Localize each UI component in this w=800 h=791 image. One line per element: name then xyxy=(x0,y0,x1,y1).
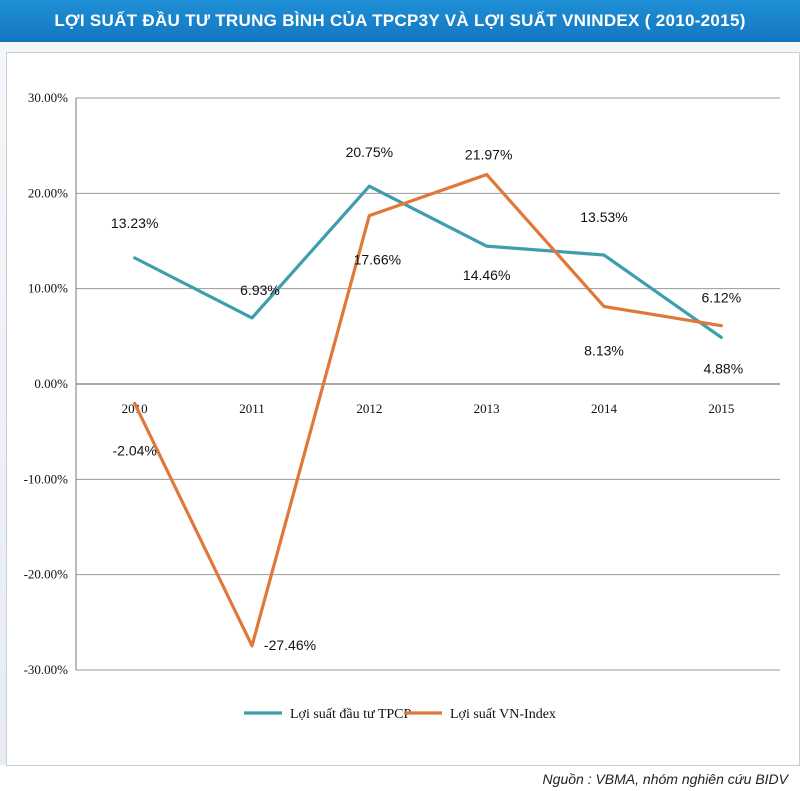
data-label: 14.46% xyxy=(463,267,510,283)
x-tick-label: 2013 xyxy=(474,401,500,416)
y-tick-label: -30.00% xyxy=(24,662,69,677)
legend: Lợi suất đầu tư TPCP Lợi suất VN-Index xyxy=(244,707,556,722)
x-tick-label: 2014 xyxy=(591,401,618,416)
data-label: 20.75% xyxy=(346,144,393,160)
legend-label: Lợi suất đầu tư TPCP xyxy=(290,707,412,722)
title-bar: LỢI SUẤT ĐẦU TƯ TRUNG BÌNH CỦA TPCP3Y VÀ… xyxy=(0,0,800,42)
data-label: 21.97% xyxy=(465,147,512,163)
y-tick-label: 10.00% xyxy=(28,281,68,296)
x-axis: 2010 2011 2012 2013 2014 2015 xyxy=(122,401,735,416)
data-label: 13.53% xyxy=(580,209,627,225)
x-tick-label: 2015 xyxy=(708,401,734,416)
data-label: -2.04% xyxy=(112,442,156,458)
data-label: 17.66% xyxy=(354,252,401,268)
chart-title: LỢI SUẤT ĐẦU TƯ TRUNG BÌNH CỦA TPCP3Y VÀ… xyxy=(54,11,746,30)
y-tick-label: -10.00% xyxy=(24,471,69,486)
x-tick-label: 2010 xyxy=(122,401,148,416)
y-tick-label: -20.00% xyxy=(24,567,69,582)
y-tick-label: 20.00% xyxy=(28,185,68,200)
data-label: 4.88% xyxy=(703,360,743,376)
series-lines xyxy=(133,172,723,648)
y-axis: 30.00% 20.00% 10.00% 0.00% -10.00% -20.00% -30… xyxy=(24,90,77,677)
series-line-2 xyxy=(133,172,723,648)
source-note: Nguồn : VBMA, nhóm nghiên cứu BIDV xyxy=(542,771,788,787)
x-tick-label: 2012 xyxy=(356,401,382,416)
data-label: 6.93% xyxy=(240,282,280,298)
x-tick-label: 2011 xyxy=(239,401,265,416)
legend-label: Lợi suất VN-Index xyxy=(450,707,556,722)
data-label: 13.23% xyxy=(111,215,158,231)
series-line-1 xyxy=(133,184,723,340)
data-labels: 13.23% 6.93% 20.75% 14.46% 13.53% 4.88% -2.04%… xyxy=(111,144,743,653)
data-label: 8.13% xyxy=(584,342,624,358)
data-label: 6.12% xyxy=(701,290,741,306)
y-tick-label: 0.00% xyxy=(34,376,68,391)
y-tick-label: 30.00% xyxy=(28,90,68,105)
grid-lines xyxy=(76,97,780,671)
data-label: -27.46% xyxy=(264,637,316,653)
